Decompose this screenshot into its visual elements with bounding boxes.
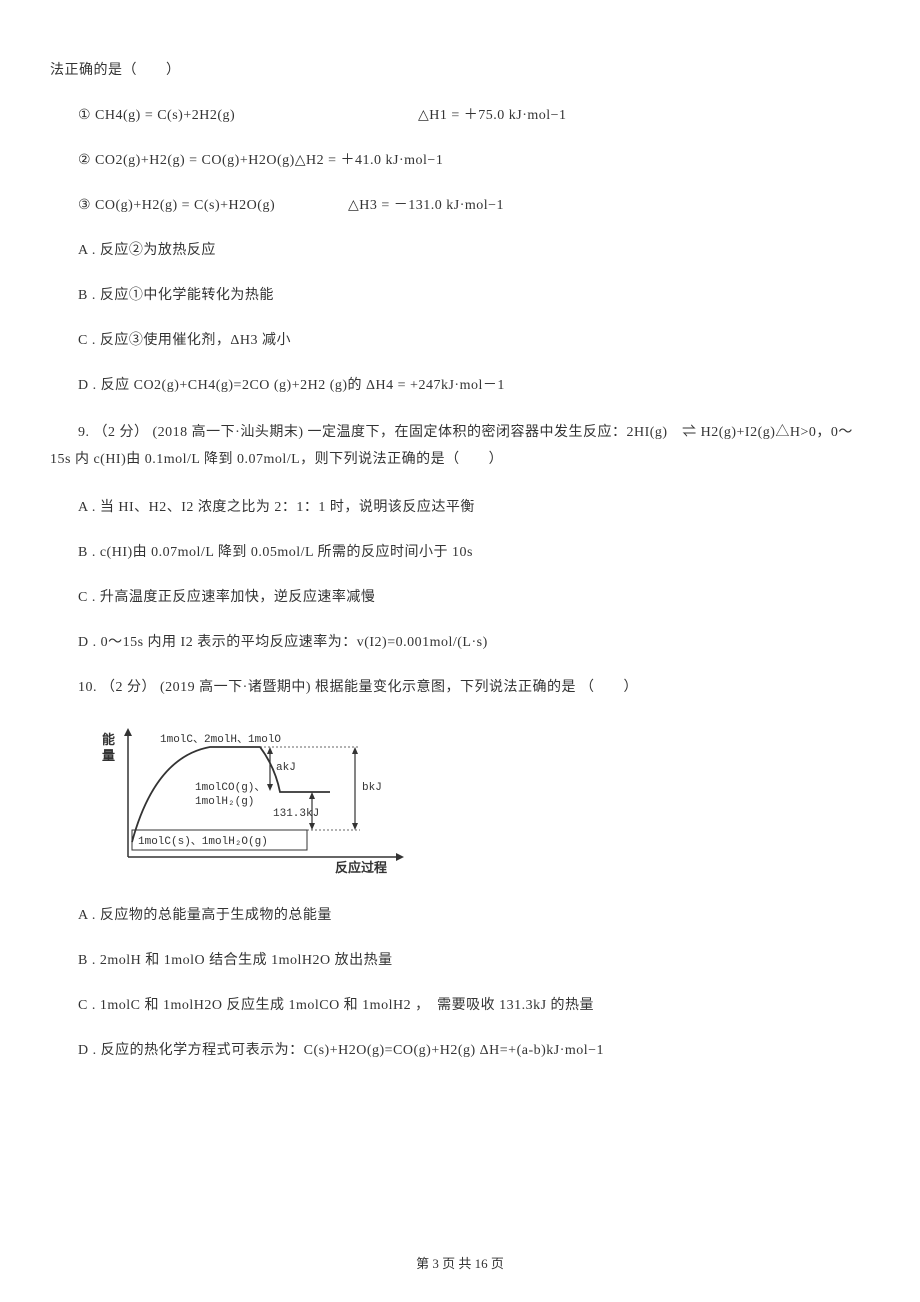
arrow-b-label: bkJ <box>362 782 382 794</box>
arrow-131-head-down <box>309 823 315 830</box>
q8-option-c: C . 反应③使用催化剂，ΔH3 减小 <box>50 330 870 351</box>
q8-eq3-right: △H3 = －131.0 kJ·mol−1 <box>348 195 504 216</box>
arrow-131-label: 131.3kJ <box>273 808 319 820</box>
q10-option-c: C . 1molC 和 1molH2O 反应生成 1molCO 和 1molH2… <box>50 995 870 1016</box>
q8-option-a: A . 反应②为放热反应 <box>50 240 870 261</box>
q10-option-b: B . 2molH 和 1molO 结合生成 1molH2O 放出热量 <box>50 950 870 971</box>
q10-option-d: D . 反应的热化学方程式可表示为：C(s)+H2O(g)=CO(g)+H2(g… <box>50 1040 870 1061</box>
energy-diagram: 能 量 反应过程 1molC、2molH、1molO 1molCO(g)、 1m… <box>100 722 420 877</box>
q9-stem: 9. （2 分） (2018 高一下·汕头期末) 一定温度下，在固定体积的密闭容… <box>50 420 870 473</box>
q8-eq2-right: △H2 = ＋41.0 kJ·mol−1 <box>295 150 444 171</box>
q9-option-c: C . 升高温度正反应速率加快，逆反应速率减慢 <box>50 587 870 608</box>
q8-eq1-right: △H1 = ＋75.0 kJ·mol−1 <box>418 105 567 126</box>
arrow-a-label: akJ <box>276 762 296 774</box>
q8-continuation: 法正确的是（ ） <box>50 60 870 81</box>
q8-eq1: ① CH4(g) = C(s)+2H2(g) △H1 = ＋75.0 kJ·mo… <box>50 105 870 126</box>
q8-option-d: D . 反应 CO2(g)+CH4(g)=2CO (g)+2H2 (g)的 ΔH… <box>50 375 870 396</box>
arrow-b-head-down <box>352 823 358 830</box>
q8-eq1-left: ① CH4(g) = C(s)+2H2(g) <box>78 105 418 126</box>
arrow-a-head-down <box>267 784 273 791</box>
x-axis-arrow <box>396 853 404 861</box>
mid-state-label-2: 1molH₂(g) <box>195 796 254 808</box>
q9-option-d: D . 0～15s 内用 I2 表示的平均反应速率为：v(I2)=0.001mo… <box>50 632 870 653</box>
q8-option-b: B . 反应①中化学能转化为热能 <box>50 285 870 306</box>
page-footer: 第 3 页 共 16 页 <box>0 1253 920 1272</box>
q9-option-a: A . 当 HI、H2、I2 浓度之比为 2：1：1 时，说明该反应达平衡 <box>50 497 870 518</box>
arrow-a-head-up <box>267 747 273 754</box>
arrow-b-head-up <box>352 747 358 754</box>
energy-curve <box>132 747 330 842</box>
q8-eq2-left: ② CO2(g)+H2(g) = CO(g)+H2O(g) <box>78 150 295 171</box>
y-axis-label-2: 量 <box>102 748 115 763</box>
q10-stem: 10. （2 分） (2019 高一下·诸暨期中) 根据能量变化示意图，下列说法… <box>50 677 870 698</box>
mid-state-label-1: 1molCO(g)、 <box>195 782 265 794</box>
arrow-131-head-up <box>309 792 315 799</box>
q8-eq3: ③ CO(g)+H2(g) = C(s)+H2O(g) △H3 = －131.0… <box>50 195 870 216</box>
q10-option-a: A . 反应物的总能量高于生成物的总能量 <box>50 905 870 926</box>
bottom-state-label: 1molC(s)、1molH₂O(g) <box>138 836 268 848</box>
q9-option-b: B . c(HI)由 0.07mol/L 降到 0.05mol/L 所需的反应时… <box>50 542 870 563</box>
y-axis-label-1: 能 <box>102 732 115 747</box>
y-axis-arrow <box>124 728 132 736</box>
energy-diagram-svg: 能 量 反应过程 1molC、2molH、1molO 1molCO(g)、 1m… <box>100 722 420 877</box>
top-state-label: 1molC、2molH、1molO <box>160 734 281 746</box>
x-axis-label: 反应过程 <box>335 860 387 875</box>
q8-eq3-left: ③ CO(g)+H2(g) = C(s)+H2O(g) <box>78 195 348 216</box>
q8-eq2: ② CO2(g)+H2(g) = CO(g)+H2O(g) △H2 = ＋41.… <box>50 150 870 171</box>
